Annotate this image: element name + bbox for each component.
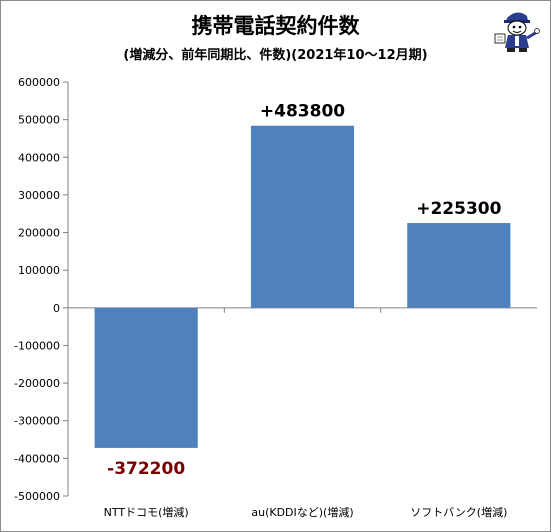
y-tick-label: 200000 (18, 227, 60, 240)
category-label: ソフトバンク(増減) (410, 505, 507, 519)
bar (407, 223, 511, 308)
y-axis-ticks: 600000 500000 400000 300000 200000 100000 0 -10… (14, 76, 68, 503)
y-tick-label: -200000 (14, 377, 60, 390)
y-tick-label: 600000 (18, 76, 60, 89)
data-label: -372200 (107, 459, 185, 479)
y-tick-label: -500000 (14, 490, 60, 503)
y-tick-label: -300000 (14, 415, 60, 428)
reporter-mascot-icon (494, 12, 540, 52)
data-label: +483800 (260, 102, 345, 122)
bar (250, 125, 355, 308)
bar (94, 307, 198, 448)
bars (94, 125, 511, 448)
y-tick-label: -400000 (14, 452, 60, 465)
y-tick-label: 300000 (18, 189, 60, 202)
category-labels: NTTドコモ(増減) au(KDDIなど)(増減) ソフトバンク(増減) (104, 505, 508, 519)
y-tick-label: -100000 (14, 339, 60, 352)
category-label: au(KDDIなど)(増減) (251, 505, 353, 519)
y-tick-label: 400000 (18, 151, 60, 164)
chart-subtitle: (増減分、前年同期比、件数)(2021年10～12月期) (123, 48, 428, 63)
y-tick-label: 100000 (18, 264, 60, 277)
data-label: +225300 (416, 199, 501, 219)
data-labels: -372200 +483800 +225300 (107, 102, 501, 479)
chart-title: 携帯電話契約件数 (191, 14, 360, 38)
y-tick-label: 500000 (18, 114, 60, 127)
category-label: NTTドコモ(増減) (104, 505, 189, 519)
y-tick-label: 0 (53, 302, 60, 315)
